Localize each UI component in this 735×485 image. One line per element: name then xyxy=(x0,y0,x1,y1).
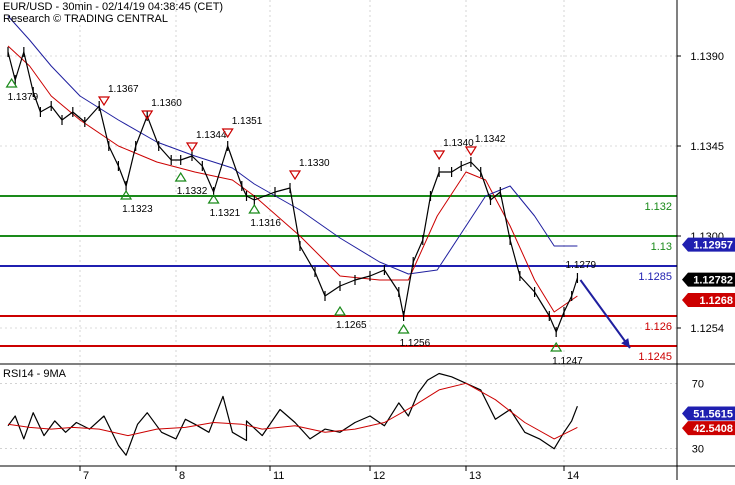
x-tick-label: 14 xyxy=(567,470,579,480)
x-tick-label: 12 xyxy=(373,470,385,480)
resistance-marker xyxy=(141,110,154,121)
support-marker xyxy=(119,189,133,200)
price-line xyxy=(7,51,578,333)
swing-label: 1.1279 xyxy=(566,260,597,271)
swing-low-label: 1.1332 xyxy=(177,186,208,197)
support-marker xyxy=(248,203,261,214)
swing-high-label: 1.1360 xyxy=(151,98,182,109)
chart-title: EUR/USD - 30min - 02/14/19 04:38:45 (CET… xyxy=(3,1,224,13)
swing-low-label: 1.1316 xyxy=(250,218,281,229)
level-label: 1.126 xyxy=(644,321,672,333)
projection-arrow xyxy=(579,279,631,349)
x-tick-label: 11 xyxy=(273,470,284,480)
price-series xyxy=(7,47,579,337)
swing-high-label: 1.1340 xyxy=(443,138,474,149)
resistance-marker xyxy=(433,150,446,161)
rsi-badge-label: 42.5408 xyxy=(693,423,733,435)
rsi-badge xyxy=(682,406,735,421)
y-tick-label: 1.1390 xyxy=(690,51,724,63)
swing-high-label: 1.1351 xyxy=(232,116,263,127)
swing-high-label: 1.1342 xyxy=(475,134,506,145)
y-tick-label: 1.1254 xyxy=(690,323,724,335)
swing-high-label: 1.1330 xyxy=(299,158,330,169)
price-badge-label: 1.1268 xyxy=(699,295,733,307)
rsi-badge-label: 51.5615 xyxy=(693,408,733,420)
price-badge xyxy=(682,272,735,287)
swing-low-label: 1.1247 xyxy=(552,356,583,367)
support-marker xyxy=(174,171,187,182)
rsi-tick-label: 70 xyxy=(692,378,704,390)
resistance-marker xyxy=(221,128,234,139)
level-label: 1.132 xyxy=(644,201,672,213)
x-tick-label: 7 xyxy=(83,470,89,480)
swing-high-label: 1.1344 xyxy=(196,130,227,141)
price-badges: 1.12957 1.12782 1.1268 51.5615 42.5408 xyxy=(682,237,735,436)
x-tick-label: 13 xyxy=(469,470,481,480)
support-marker xyxy=(333,305,347,316)
swing-low-label: 1.1321 xyxy=(210,208,241,219)
swing-low-label: 1.1256 xyxy=(400,338,431,349)
swing-low-label: 1.1323 xyxy=(122,204,153,215)
resistance-marker xyxy=(97,96,111,107)
chart-source: Research © TRADING CENTRAL xyxy=(3,13,168,25)
support-marker xyxy=(5,77,18,88)
rsi-ma-line xyxy=(7,382,578,440)
rsi-series xyxy=(7,372,578,456)
level-label: 1.1245 xyxy=(638,351,672,363)
x-tick-label: 8 xyxy=(179,470,185,480)
resistance-marker xyxy=(185,142,199,153)
projection-arrow-head xyxy=(621,338,630,348)
price-badge-label: 1.12957 xyxy=(693,240,733,252)
price-badge xyxy=(682,237,735,252)
support-marker xyxy=(397,323,410,334)
support-marker xyxy=(550,341,563,352)
rsi-tick-label: 30 xyxy=(692,444,704,456)
support-marker xyxy=(207,193,220,204)
resistance-marker xyxy=(288,170,302,181)
resistance-marker xyxy=(464,146,477,157)
price-badge xyxy=(682,293,735,307)
slow-moving-average-line xyxy=(7,15,578,275)
y-tick-label: 1.1345 xyxy=(690,141,724,153)
rsi-badge xyxy=(682,421,735,436)
price-badge-label: 1.12782 xyxy=(693,275,733,287)
projection-arrow-line xyxy=(579,279,631,349)
level-label: 1.13 xyxy=(651,241,672,253)
level-label: 1.1285 xyxy=(638,271,672,283)
swing-labels: 1.1379 1.1367 1.1360 1.1344 1.1351 1.1323 1.13… xyxy=(5,77,597,367)
swing-low-label: 1.1265 xyxy=(336,320,367,331)
rsi-panel-title: RSI14 - 9MA xyxy=(3,368,66,380)
swing-low-label: 1.1379 xyxy=(8,92,39,103)
swing-high-label: 1.1367 xyxy=(108,84,139,95)
